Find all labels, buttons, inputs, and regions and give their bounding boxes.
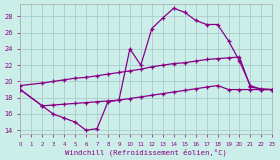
X-axis label: Windchill (Refroidissement éolien,°C): Windchill (Refroidissement éolien,°C) bbox=[66, 148, 227, 156]
